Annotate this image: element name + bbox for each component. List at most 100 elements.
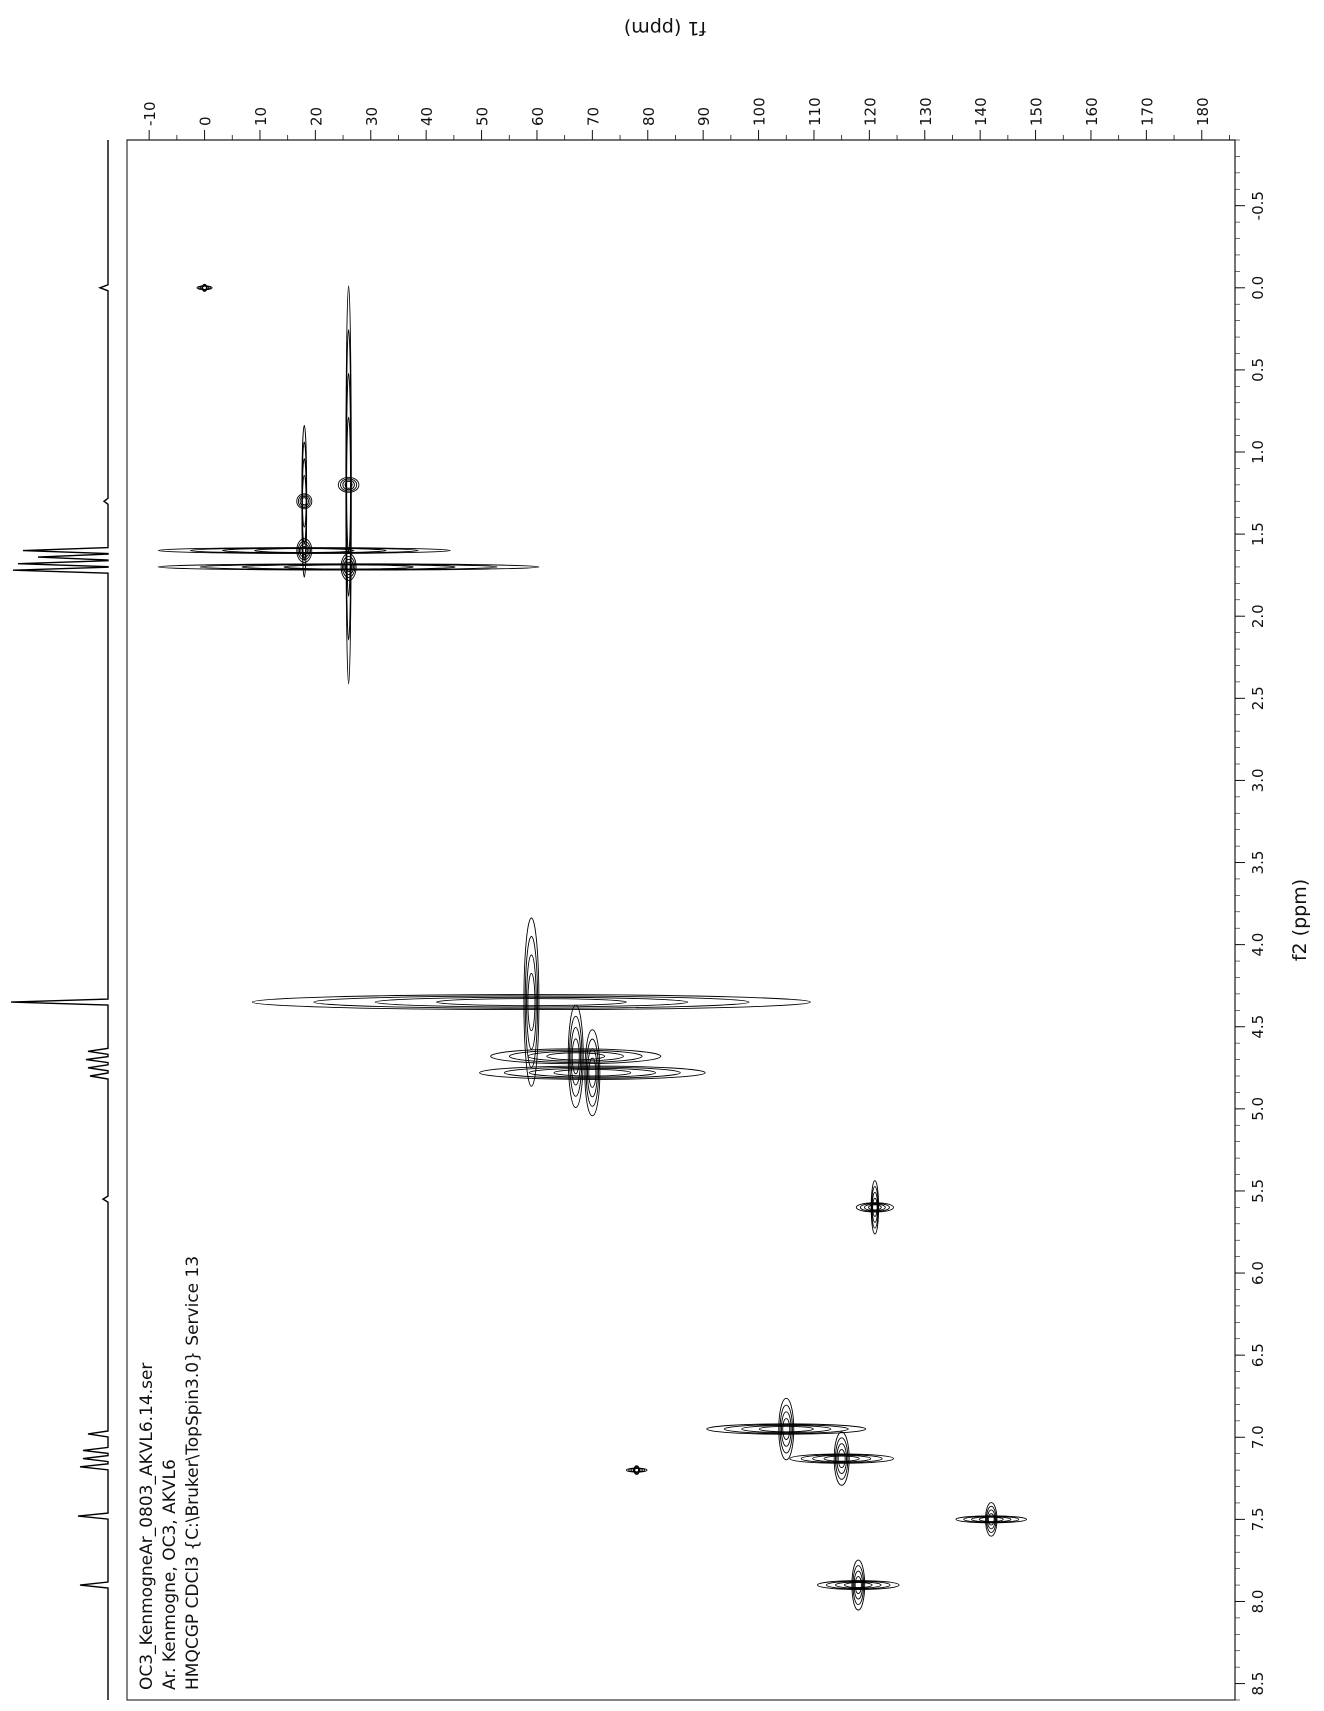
- contour-ring-v: [344, 561, 353, 572]
- contour-ring-h: [834, 1581, 882, 1589]
- contour-ring-v: [780, 1411, 792, 1447]
- contour-ring-h: [812, 1454, 872, 1463]
- contour-ring-v: [569, 1015, 583, 1097]
- f2-ticks: -0.5 0.0 0.5 1.0 1.5 2.0 2.5 3.0 3.5 4.0 4.5 5.0 5.5…: [1235, 139, 1267, 1701]
- contour-ring-v: [584, 1029, 601, 1117]
- contour-ring-v: [340, 553, 357, 581]
- title-line-2: Ar. Kenmogne, OC3, AKVL6: [160, 1459, 180, 1690]
- contour-ring-h: [868, 1204, 882, 1211]
- contour-ring-v: [341, 555, 356, 578]
- cross-peak: [479, 1029, 706, 1117]
- f1-tick-label: 170: [1138, 97, 1156, 126]
- contour-ring-h: [313, 995, 750, 1009]
- contour-ring-h: [789, 1453, 894, 1464]
- f1-tick-label: 110: [806, 97, 824, 126]
- f1-tick-label: 90: [695, 107, 713, 126]
- contour-ring-v: [570, 1027, 582, 1086]
- contour-ring-v: [202, 285, 207, 291]
- contour-ring-v: [854, 1576, 862, 1594]
- contour-ring-h: [800, 1454, 883, 1464]
- contour-ring-h: [337, 476, 360, 493]
- contour-ring-h: [826, 1580, 891, 1590]
- contour-ring-v: [778, 1397, 795, 1461]
- contour-ring-h: [723, 1424, 849, 1434]
- cross-peak: [817, 1559, 900, 1611]
- f2-tick-label: 0.0: [1249, 276, 1267, 300]
- cross-peak: [251, 917, 811, 1087]
- contour-ring-h: [553, 1069, 632, 1077]
- contour-ring-v: [634, 1467, 640, 1473]
- f1-tick-label: 10: [252, 107, 270, 126]
- f1-tick-label: 180: [1194, 97, 1212, 126]
- contour-ring-h: [978, 1516, 1004, 1523]
- contour-ring-v: [524, 936, 539, 1069]
- contour-ring-h: [254, 548, 355, 553]
- f1-tick-label: 40: [418, 107, 436, 126]
- contour-ring-h: [823, 1455, 860, 1462]
- f1-tick-label: 120: [861, 97, 879, 126]
- contour-ring-h: [527, 1050, 624, 1062]
- f2-tick-label: 1.0: [1249, 440, 1267, 464]
- contour-ring-v: [782, 1418, 791, 1440]
- proton-projection: [10, 140, 109, 1700]
- f1-tick-label: 100: [751, 97, 769, 126]
- contour-ring-h: [299, 495, 309, 507]
- contour-ring-v: [833, 1431, 850, 1486]
- contour-ring-v: [526, 954, 537, 1050]
- contour-ring-v: [298, 543, 310, 558]
- contour-ring-v: [871, 1192, 879, 1223]
- contour-ring-h: [855, 1202, 894, 1213]
- contour-ring-v: [836, 1443, 847, 1474]
- f2-tick-label: 3.0: [1249, 768, 1267, 792]
- contour-ring-v: [567, 1004, 584, 1109]
- f2-tick-label: 5.0: [1249, 1097, 1267, 1121]
- contour-ring-v: [588, 1057, 597, 1088]
- f1-tick-label: 20: [307, 107, 325, 126]
- f1-tick-label: 80: [640, 107, 658, 126]
- contour-ring-h: [296, 493, 313, 510]
- f1-tick-label: -10: [141, 102, 159, 127]
- f1-tick-label: 70: [584, 107, 602, 126]
- contour-ring-h: [741, 1425, 832, 1434]
- contour-ring-v: [297, 540, 311, 561]
- contour-ring-h: [283, 564, 414, 570]
- contour-ring-v: [343, 558, 354, 575]
- contour-ring-v: [870, 1180, 880, 1235]
- f2-tick-label: 7.5: [1249, 1507, 1267, 1531]
- contour-ring-v: [852, 1565, 865, 1605]
- contour-ring-v: [346, 416, 351, 553]
- contour-ring-v: [871, 1186, 879, 1229]
- cross-peak: [196, 283, 213, 292]
- f1-tick-label: 30: [363, 107, 381, 126]
- contour-ring-h: [864, 1203, 886, 1212]
- contour-ring-h: [817, 1580, 900, 1591]
- f1-tick-label: 60: [529, 107, 547, 126]
- contour-ring-v: [527, 973, 536, 1032]
- contour-ring-h: [342, 479, 355, 491]
- contour-ring-v: [296, 538, 313, 563]
- contour-ring-v: [835, 1437, 849, 1480]
- f2-tick-label: 5.5: [1249, 1179, 1267, 1203]
- cross-peak: [625, 1465, 648, 1476]
- contour-ring-v: [300, 546, 309, 556]
- f2-tick-label: 4.5: [1249, 1015, 1267, 1039]
- contour-ring-h: [374, 996, 689, 1008]
- f2-tick-label: 1.5: [1249, 522, 1267, 546]
- f2-tick-label: -0.5: [1249, 191, 1267, 220]
- cross-peak: [490, 1004, 662, 1109]
- f1-axis-label: f1 (ppm): [624, 17, 706, 39]
- contour-ring-h: [758, 1425, 814, 1433]
- f2-tick-label: 7.0: [1249, 1425, 1267, 1449]
- f1-tick-label: 140: [972, 97, 990, 126]
- contour-ring-h: [843, 1582, 873, 1589]
- title-line-3: HMQCGP CDCl3 {C:\Bruker\TopSpin3.0} Serv…: [183, 1256, 203, 1690]
- contour-ring-h: [344, 480, 353, 489]
- contour-ring-h: [479, 1065, 706, 1080]
- plot-frame: [126, 139, 1236, 1701]
- projection-trace: [10, 140, 109, 1700]
- cross-peak: [855, 1180, 894, 1235]
- contour-ring-h: [436, 998, 627, 1007]
- f2-tick-label: 8.5: [1249, 1672, 1267, 1696]
- f2-tick-label: 6.5: [1249, 1343, 1267, 1367]
